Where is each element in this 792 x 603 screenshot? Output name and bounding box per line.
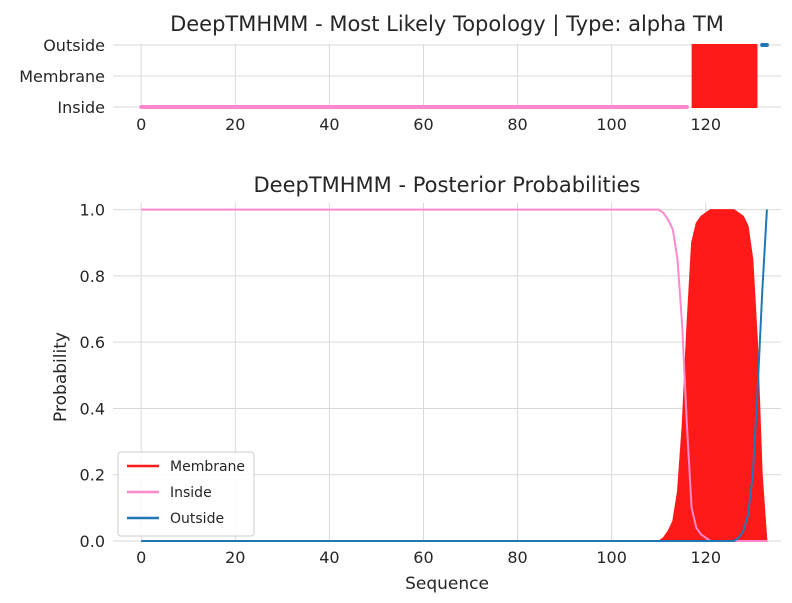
posterior-x-ticks: 0 20 40 60 80 100 120 [136, 548, 721, 567]
topology-y-tick-membrane: Membrane [19, 67, 105, 86]
posterior-title: DeepTMHMM - Posterior Probabilities [253, 173, 640, 197]
legend-box [117, 451, 255, 537]
topology-panel: DeepTMHMM - Most Likely Topology | Type:… [19, 12, 781, 134]
topology-x-tick-40: 40 [319, 115, 339, 134]
posterior-x-tick-120: 120 [690, 548, 721, 567]
posterior-y-tick-0-6: 0.6 [80, 333, 105, 352]
topology-x-ticks: 0 20 40 60 80 100 120 [136, 115, 721, 134]
posterior-y-tick-0-8: 0.8 [80, 267, 105, 286]
legend-label-inside: Inside [170, 485, 212, 501]
posterior-x-tick-20: 20 [225, 548, 245, 567]
posterior-x-tick-100: 100 [596, 548, 627, 567]
posterior-y-tick-0-4: 0.4 [80, 399, 105, 418]
topology-y-ticks: Inside Membrane Outside [19, 36, 105, 117]
legend-label-membrane: Membrane [170, 459, 245, 475]
legend-label-outside: Outside [170, 511, 224, 527]
posterior-area-membrane [141, 209, 768, 542]
y-axis-label: Probability [51, 332, 71, 422]
legend: Membrane Inside Outside [117, 451, 255, 537]
topology-x-tick-120: 120 [690, 115, 721, 134]
topology-segment-membrane [691, 44, 758, 108]
posterior-y-tick-0-0: 0.0 [80, 532, 105, 551]
topology-grid [113, 44, 781, 108]
posterior-line-outside [141, 209, 768, 542]
posterior-y-tick-0-2: 0.2 [80, 466, 105, 485]
topology-y-tick-outside: Outside [43, 36, 105, 55]
posterior-x-tick-0: 0 [136, 548, 146, 567]
topology-x-tick-20: 20 [225, 115, 245, 134]
posterior-y-tick-1-0: 1.0 [80, 201, 105, 220]
posterior-x-tick-40: 40 [319, 548, 339, 567]
topology-marks [139, 43, 769, 109]
posterior-x-tick-60: 60 [413, 548, 433, 567]
topology-x-tick-80: 80 [507, 115, 527, 134]
topology-y-tick-inside: Inside [57, 98, 105, 117]
x-axis-label: Sequence [405, 574, 489, 594]
posterior-y-ticks: 0.0 0.2 0.4 0.6 0.8 1.0 [80, 201, 105, 551]
posterior-panel: DeepTMHMM - Posterior Probabilities 0 20 4… [51, 173, 781, 594]
topology-x-tick-60: 60 [413, 115, 433, 134]
topology-title: DeepTMHMM - Most Likely Topology | Type:… [170, 12, 724, 37]
posterior-x-tick-80: 80 [507, 548, 527, 567]
posterior-marks [141, 208, 768, 542]
topology-x-tick-0: 0 [136, 115, 146, 134]
topology-x-tick-100: 100 [596, 115, 627, 134]
